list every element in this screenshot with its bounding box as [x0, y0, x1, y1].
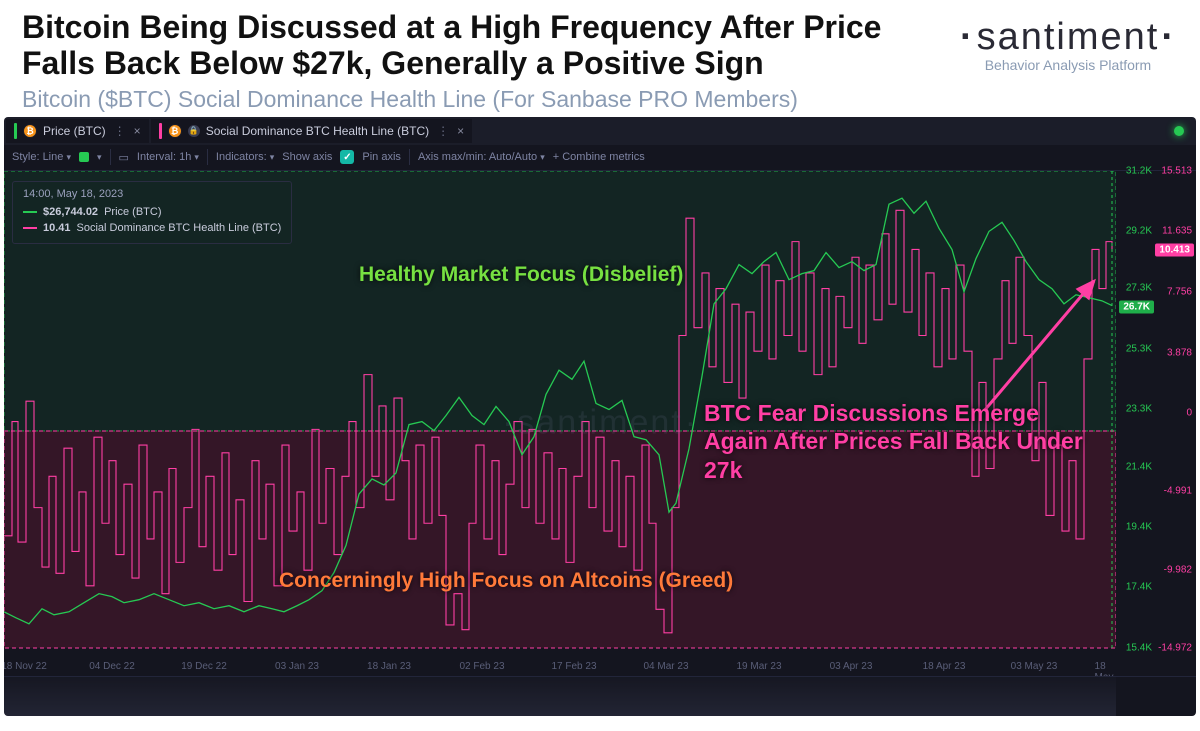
page-title: Bitcoin Being Discussed at a High Freque…	[22, 10, 958, 82]
legend-timestamp: 14:00, May 18, 2023	[23, 188, 281, 200]
page-subtitle: Bitcoin ($BTC) Social Dominance Health L…	[22, 86, 958, 113]
header-left: Bitcoin Being Discussed at a High Freque…	[22, 10, 958, 113]
chart-legend: 14:00, May 18, 2023 $26,744.02 Price (BT…	[12, 181, 292, 244]
annotation-greed: Concerningly High Focus on Altcoins (Gre…	[279, 569, 733, 593]
y-axis-right: 15.51311.6357.7563.8780-4.991-9.982-14.9…	[1156, 171, 1196, 661]
indicators-selector[interactable]: Indicators: ▾	[216, 151, 274, 163]
tab-menu-icon[interactable]: ⋮	[435, 124, 451, 138]
btc-coin-icon: ₿	[168, 124, 182, 138]
brand-logo: santiment Behavior Analysis Platform	[958, 10, 1178, 73]
tabs-bar: ₿ Price (BTC) ⋮ × ₿ 🔒 Social Dominance B…	[4, 117, 1196, 145]
tab-color-icon	[14, 123, 17, 139]
close-icon[interactable]: ×	[134, 124, 141, 138]
legend-value: $26,744.02	[43, 204, 98, 221]
show-axis-checkbox[interactable]: ✓	[340, 150, 354, 164]
chart-shell: ₿ Price (BTC) ⋮ × ₿ 🔒 Social Dominance B…	[4, 117, 1196, 716]
annotation-callout: BTC Fear Discussions Emerge Again After …	[704, 399, 1104, 485]
separator	[409, 149, 410, 165]
line-swatch-icon	[23, 227, 37, 229]
watermark: santiment	[500, 404, 700, 443]
color-swatch-icon[interactable]	[79, 152, 89, 162]
axis-minmax-selector[interactable]: Axis max/min: Auto/Auto ▾	[418, 151, 545, 163]
tab-dominance[interactable]: ₿ 🔒 Social Dominance BTC Health Line (BT…	[151, 119, 472, 143]
close-icon[interactable]: ×	[457, 124, 464, 138]
tab-label: Social Dominance BTC Health Line (BTC)	[206, 124, 429, 138]
chart-toolbar: Style: Line ▾ ▾ ▭ Interval: 1h ▾ Indicat…	[4, 145, 1196, 171]
live-status-icon	[1174, 126, 1184, 136]
annotation-healthy: Healthy Market Focus (Disbelief)	[359, 263, 683, 287]
btc-coin-icon: ₿	[23, 124, 37, 138]
line-swatch-icon	[23, 211, 37, 213]
legend-row-dominance: 10.41 Social Dominance BTC Health Line (…	[23, 220, 281, 237]
header: Bitcoin Being Discussed at a High Freque…	[0, 0, 1200, 117]
tab-menu-icon[interactable]: ⋮	[112, 124, 128, 138]
y-axis-left: 31.2K29.2K27.3K25.3K23.3K21.4K19.4K17.4K…	[1116, 171, 1156, 661]
legend-row-price: $26,744.02 Price (BTC)	[23, 204, 281, 221]
tab-color-icon	[159, 123, 162, 139]
x-axis: 18 Nov 2204 Dec 2219 Dec 2203 Jan 2318 J…	[4, 661, 1116, 675]
separator	[207, 149, 208, 165]
legend-label: Social Dominance BTC Health Line (BTC)	[77, 220, 282, 237]
logo-tagline: Behavior Analysis Platform	[985, 57, 1152, 73]
legend-value: 10.41	[43, 220, 71, 237]
interval-selector[interactable]: Interval: 1h ▾	[137, 151, 199, 163]
chevron-down-icon: ▾	[97, 152, 102, 163]
chart-area[interactable]: santiment 14:00, May 18, 2023 $26,744.02…	[4, 171, 1196, 676]
pin-axis-button[interactable]: Pin axis	[362, 151, 401, 163]
tab-price[interactable]: ₿ Price (BTC) ⋮ ×	[6, 119, 149, 143]
tab-label: Price (BTC)	[43, 124, 106, 138]
minimap-fill	[4, 677, 1116, 716]
separator	[110, 149, 111, 165]
combine-metrics-button[interactable]: + Combine metrics	[553, 151, 645, 163]
minimap[interactable]	[4, 676, 1196, 716]
lock-icon: 🔒	[188, 125, 200, 137]
calendar-icon: ▭	[119, 151, 129, 164]
show-axis-label: Show axis	[282, 151, 332, 163]
logo-text: santiment	[958, 16, 1178, 59]
legend-label: Price (BTC)	[104, 204, 161, 221]
style-selector[interactable]: Style: Line ▾	[12, 151, 71, 163]
